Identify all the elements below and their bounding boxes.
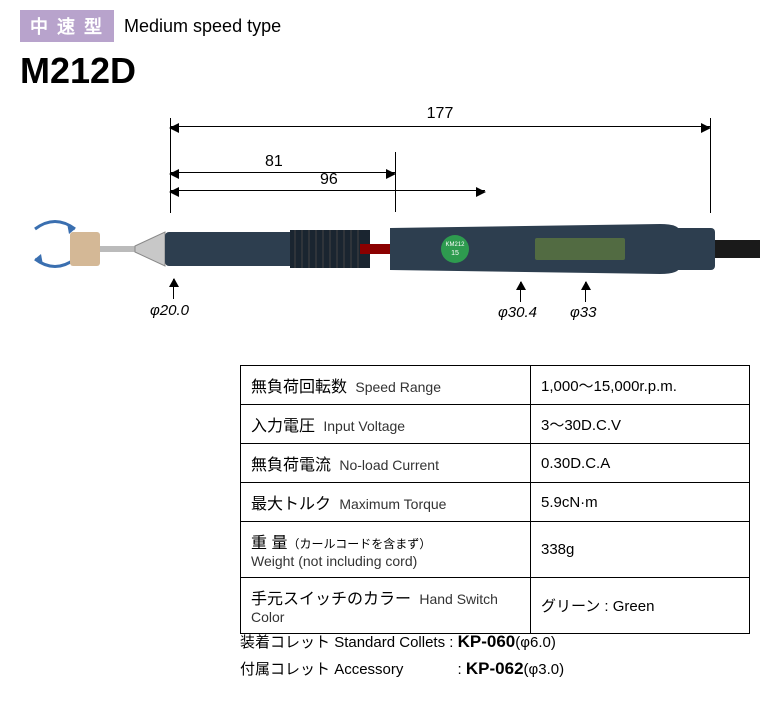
- spec-value: 3～30D.C.V: [531, 405, 750, 444]
- technical-diagram: 177 81 96: [20, 104, 760, 354]
- spec-label: 最大トルク Maximum Torque: [241, 483, 531, 522]
- dim-front-val: 81: [265, 153, 283, 171]
- svg-text:KM212: KM212: [445, 242, 465, 248]
- type-label: Medium speed type: [124, 16, 281, 37]
- header-row: 中 速 型 Medium speed type: [20, 10, 760, 42]
- spec-row: 無負荷電流 No-load Current0.30D.C.A: [241, 444, 750, 483]
- spec-row: 重 量（カールコードを含まず）Weight (not including cor…: [241, 522, 750, 578]
- spec-value: 338g: [531, 522, 750, 578]
- spec-value: 5.9cN·m: [531, 483, 750, 522]
- spec-row: 最大トルク Maximum Torque5.9cN·m: [241, 483, 750, 522]
- collet-acc-kp: KP-062: [466, 659, 524, 678]
- spec-table: 無負荷回転数 Speed Range1,000～15,000r.p.m.入力電圧…: [240, 365, 750, 634]
- spec-row: 無負荷回転数 Speed Range1,000～15,000r.p.m.: [241, 366, 750, 405]
- collet-std-kp: KP-060: [458, 632, 516, 651]
- collet-std-en: Standard Collets: [334, 634, 445, 651]
- speed-badge: 中 速 型: [20, 10, 114, 42]
- spec-row: 手元スイッチのカラー Hand Switch Colorグリーン : Green: [241, 578, 750, 634]
- dia1-label: φ20.0: [150, 302, 189, 319]
- spec-row: 入力電圧 Input Voltage3～30D.C.V: [241, 405, 750, 444]
- dim-sub: 81 96: [170, 160, 710, 196]
- collet-acc-en: Accessory: [334, 661, 403, 678]
- collet-acc-jp: 付属コレット: [240, 661, 330, 678]
- svg-text:15: 15: [451, 250, 459, 257]
- collet-std-jp: 装着コレット: [240, 634, 330, 651]
- spec-label: 無負荷回転数 Speed Range: [241, 366, 531, 405]
- dim-total-val: 177: [427, 105, 454, 123]
- spec-label: 重 量（カールコードを含まず）Weight (not including cor…: [241, 522, 531, 578]
- spec-value: 0.30D.C.A: [531, 444, 750, 483]
- spec-label: 無負荷電流 No-load Current: [241, 444, 531, 483]
- spec-label: 入力電圧 Input Voltage: [241, 405, 531, 444]
- dia3-label: φ33: [570, 304, 596, 321]
- spec-label: 手元スイッチのカラー Hand Switch Color: [241, 578, 531, 634]
- collet-acc-dia: (φ3.0): [524, 661, 565, 678]
- dim-total: 177: [170, 126, 710, 127]
- spec-value: グリーン : Green: [531, 578, 750, 634]
- spec-value: 1,000～15,000r.p.m.: [531, 366, 750, 405]
- collet-std-dia: (φ6.0): [515, 634, 556, 651]
- dia2-label: φ30.4: [498, 304, 537, 321]
- footer-info: 装着コレット Standard Collets : KP-060(φ6.0) 付…: [240, 628, 564, 682]
- dim-rear-val: 96: [320, 171, 338, 189]
- model-name: M212D: [20, 50, 760, 92]
- rotary-tool-drawing: KM212 15: [60, 214, 760, 274]
